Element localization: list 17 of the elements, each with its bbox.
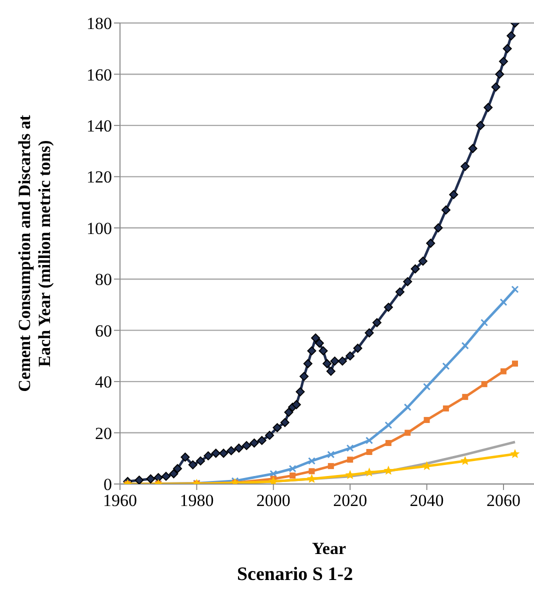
x-tick-label: 1980	[180, 491, 214, 510]
x-tick-label: 2000	[256, 491, 290, 510]
y-tick-label: 60	[95, 321, 112, 340]
x-tick-label: 2040	[410, 491, 444, 510]
y-tick-label: 120	[86, 168, 112, 187]
y-tick-label: 140	[86, 116, 112, 136]
x-tick-label: 2060	[486, 491, 520, 510]
text: Scenario S 1-2	[236, 564, 354, 586]
x-tick-label: 2020	[333, 491, 368, 510]
y-tick-label: 100	[86, 218, 112, 238]
y-tick-label: 20	[95, 424, 112, 443]
x-axis-title: Year	[312, 539, 346, 558]
y-axis-title: Cement Consumption and Discards at Each Year (million metric tons)	[15, 114, 54, 392]
y-tick-label: 160	[86, 65, 112, 84]
y-tick-label: 80	[95, 270, 112, 290]
y-tick-label: 40	[95, 372, 112, 392]
y-tick-label: 180	[86, 14, 112, 34]
